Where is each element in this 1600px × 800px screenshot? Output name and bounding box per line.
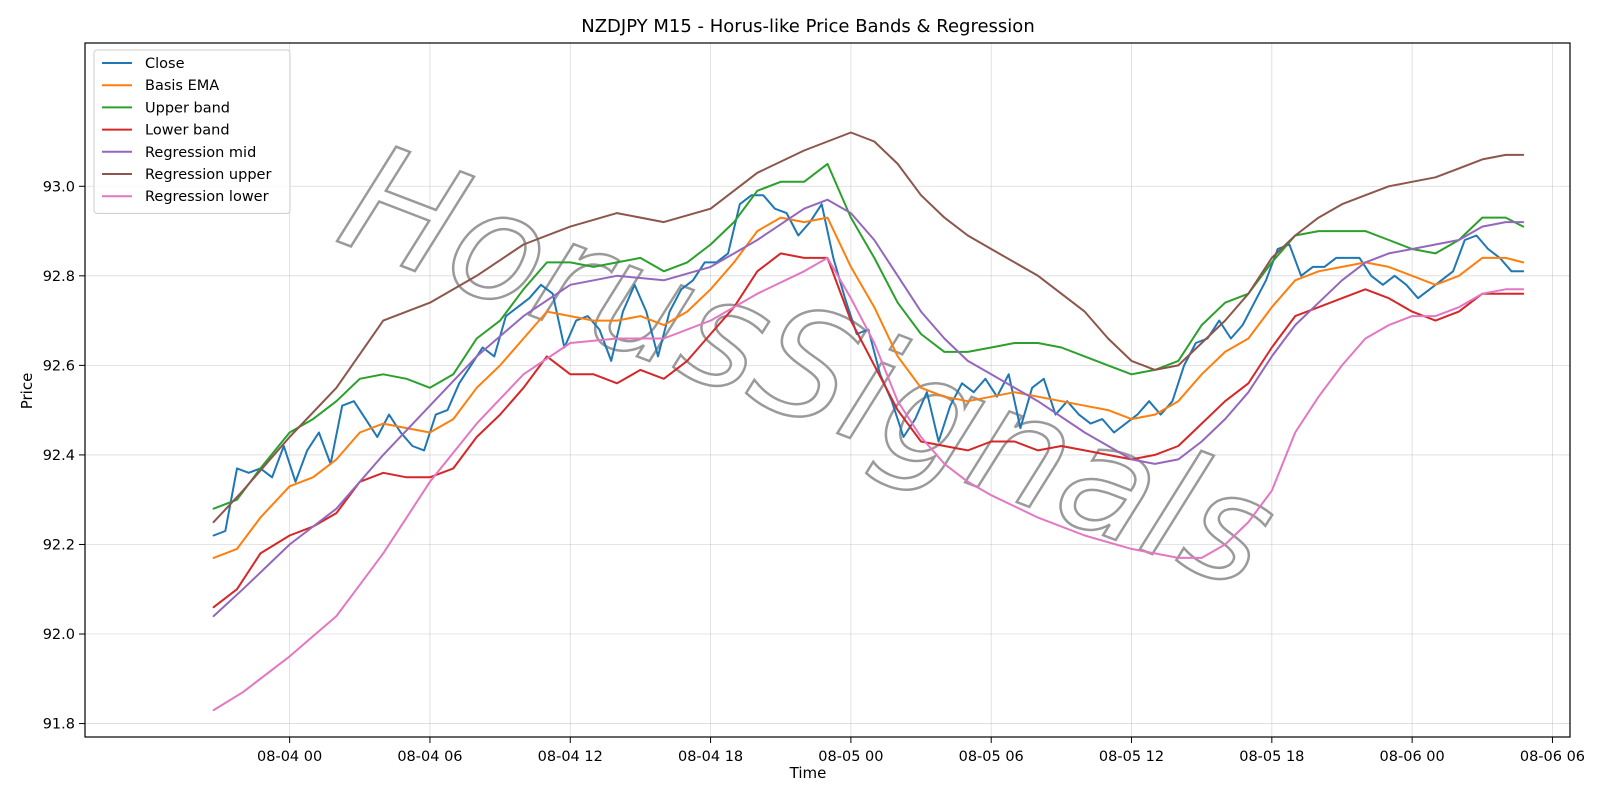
grid (85, 43, 1570, 737)
y-axis-ticks: 91.8 92.0 92.2 92.4 92.6 92.8 93.0 (43, 179, 85, 733)
chart-title: NZDJPY M15 - Horus-like Price Bands & Re… (581, 16, 1034, 37)
y-tick-label: 93.0 (43, 179, 75, 195)
y-axis-label: Price (18, 373, 36, 410)
legend-label: Regression upper (145, 167, 271, 183)
x-tick-label: 08-06 06 (1520, 749, 1585, 765)
series-line-basis-ema (212, 216, 1525, 559)
y-tick-label: 92.6 (43, 358, 75, 374)
plot-border (84, 42, 1571, 738)
x-tick-label: 08-05 12 (1099, 749, 1164, 765)
x-tick-label: 08-06 00 (1380, 749, 1445, 765)
series (212, 131, 1525, 712)
legend-label: Regression lower (145, 189, 269, 205)
y-tick-label: 91.8 (43, 717, 75, 733)
legend: Close Basis EMA Upper band Lower band Regres… (93, 49, 291, 214)
series-line-regression-lower (212, 256, 1525, 712)
series-line-regression-upper (212, 131, 1525, 524)
x-tick-label: 08-05 06 (959, 749, 1024, 765)
x-axis-ticks: 08-04 00 08-04 06 08-04 12 08-04 18 08-05 00… (257, 737, 1585, 765)
y-tick-label: 92.8 (43, 269, 75, 285)
legend-label: Upper band (145, 100, 230, 116)
series-line-regression-mid (212, 198, 1525, 618)
x-tick-label: 08-04 06 (397, 749, 462, 765)
y-tick-label: 92.0 (43, 627, 75, 643)
legend-label: Regression mid (145, 145, 256, 161)
x-tick-label: 08-04 12 (538, 749, 603, 765)
y-tick-label: 92.4 (43, 448, 75, 464)
y-tick-label: 92.2 (43, 537, 75, 553)
legend-label: Lower band (145, 123, 230, 139)
legend-label: Close (145, 56, 185, 72)
series-line-upper-band (212, 162, 1525, 510)
x-tick-label: 08-04 18 (678, 749, 743, 765)
x-tick-label: 08-05 00 (818, 749, 883, 765)
x-tick-label: 08-04 00 (257, 749, 322, 765)
x-axis-label: Time (789, 764, 827, 782)
legend-frame (93, 49, 291, 214)
legend-label: Basis EMA (145, 78, 219, 94)
plot-frame (84, 42, 1571, 738)
x-tick-label: 08-05 18 (1239, 749, 1304, 765)
